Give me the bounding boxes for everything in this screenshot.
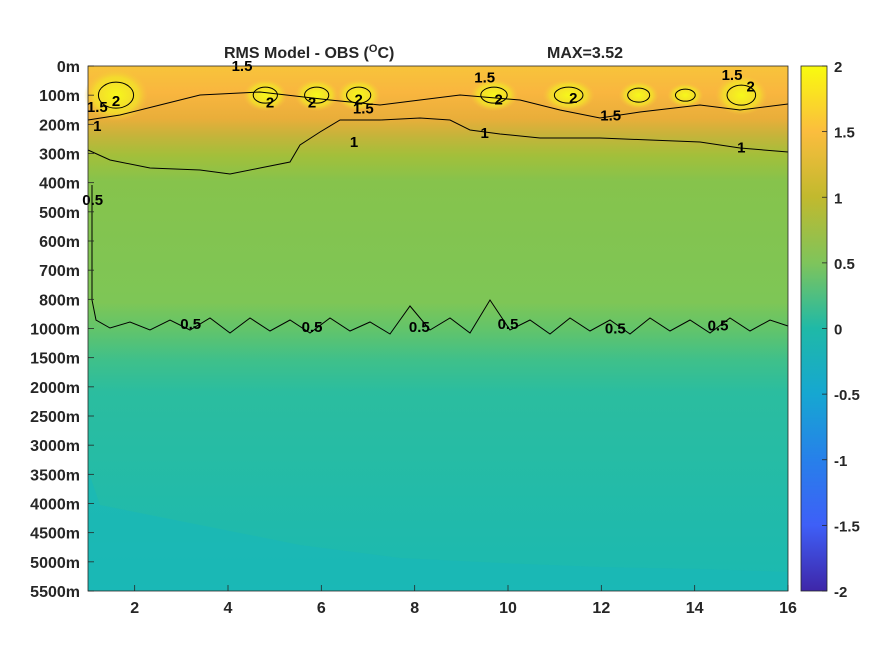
contour-ring: [674, 88, 696, 102]
x-tick-label: 4: [224, 600, 233, 617]
y-tick-label: 1000m: [30, 322, 80, 339]
title-end: C): [377, 45, 394, 62]
hotspot: [618, 81, 659, 110]
colorbar-tick-label: -1.5: [834, 518, 860, 535]
hotspot: [336, 79, 381, 112]
y-tick-label: 0m: [57, 59, 80, 76]
y-tick-label: 400m: [39, 176, 80, 193]
x-tick-label: 12: [592, 600, 610, 617]
colorbar-tick-label: 1: [834, 190, 842, 207]
x-tick-label: 8: [410, 600, 419, 617]
contour-label: 0.5: [82, 192, 103, 209]
y-tick-label: 200m: [39, 117, 80, 134]
y-tick-label: 2500m: [30, 409, 80, 426]
y-tick-label: 4000m: [30, 497, 80, 514]
colorbar-tick-label: -2: [834, 584, 847, 601]
contour-ring: [97, 81, 135, 109]
hotspot: [84, 69, 148, 122]
contour-ring: [346, 86, 372, 104]
hotspot: [715, 75, 768, 116]
contour-label: 1: [737, 140, 745, 157]
y-tick-label: 5500m: [30, 584, 80, 601]
hotspot: [294, 79, 339, 112]
hotspot: [243, 79, 288, 112]
x-tick-label: 16: [779, 600, 797, 617]
y-tick-label: 4500m: [30, 526, 80, 543]
y-tick-label: 5000m: [30, 555, 80, 572]
contour-ring: [480, 86, 508, 104]
contour-ring: [553, 86, 584, 104]
contour-label: 2: [746, 78, 754, 95]
contour-label: 0.5: [605, 321, 626, 338]
contour-label: 0.5: [180, 316, 201, 333]
contour-label: 2: [494, 92, 502, 109]
contour-label: 0.5: [409, 319, 430, 336]
contour-label: 0.5: [302, 319, 323, 336]
deep-region: [88, 470, 788, 591]
y-tick-label: 800m: [39, 292, 80, 309]
y-tick-label: 2000m: [30, 380, 80, 397]
contour-label: 0.5: [498, 316, 519, 333]
y-tick-label: 1500m: [30, 351, 80, 368]
y-tick-label: 100m: [39, 88, 80, 105]
hotspot: [667, 83, 704, 108]
x-tick-label: 14: [686, 600, 704, 617]
y-tick-label: 500m: [39, 205, 80, 222]
colorbar-tick-label: 0: [834, 322, 842, 339]
contour-label: 2: [308, 94, 316, 111]
contour-label: 1.5: [87, 99, 108, 116]
colorbar-ticks: 2 1.5 1 0.5 0 -0.5 -1 -1.5 -2: [822, 59, 860, 601]
y-axis: 0m 100m 200m 300m 400m 500m 600m 700m 800m 1000m 1…: [30, 59, 94, 601]
colorbar-tick-label: -1: [834, 453, 847, 470]
x-tick-label: 6: [317, 600, 326, 617]
hotspot: [542, 79, 595, 112]
contour-label: 1.5: [722, 67, 743, 84]
contour-label: 2: [266, 94, 274, 111]
contour-ring: [627, 87, 651, 103]
contour-label: 2: [569, 90, 577, 107]
contour-label: 2: [354, 92, 362, 109]
x-axis: 2 4 6 8 10 12 14 16: [130, 585, 797, 617]
contour-label: 1: [480, 125, 488, 142]
title-superscript: O: [369, 43, 378, 55]
colorbar-tick-label: 0.5: [834, 256, 855, 273]
y-tick-label: 300m: [39, 147, 80, 164]
y-tick-label: 600m: [39, 234, 80, 251]
max-label: MAX=3.52: [547, 45, 623, 62]
y-tick-label: 700m: [39, 263, 80, 280]
contour-label: 2: [112, 93, 120, 110]
contour-label: 1.5: [474, 70, 495, 87]
contour-label: 1.5: [232, 58, 253, 75]
chart-title: RMS Model - OBS (OC): [224, 43, 394, 62]
contour-label: 1: [93, 118, 101, 135]
x-tick-label: 2: [130, 600, 139, 617]
colorbar-tick-label: -0.5: [834, 387, 860, 404]
contour-ring: [726, 84, 757, 106]
colorbar-tick-label: 1.5: [834, 125, 855, 142]
y-tick-label: 3000m: [30, 438, 80, 455]
contour-ring: [252, 86, 278, 104]
contour-label: 1.5: [600, 108, 621, 125]
colorbar-tick-label: 2: [834, 59, 842, 76]
heatmap-field: [88, 66, 788, 591]
y-tick-label: 3500m: [30, 467, 80, 484]
contour-1p5: [87, 91, 789, 121]
contour-label: 1.5: [353, 100, 374, 117]
contour-lines: [87, 91, 789, 335]
contour-1: [87, 117, 789, 175]
x-tick-label: 10: [499, 600, 517, 617]
contour-0p5: [91, 185, 789, 335]
hotspot-layer: [84, 69, 768, 122]
contour-label: 1: [350, 134, 358, 151]
contour-rings: [97, 81, 757, 109]
hotspot: [470, 79, 518, 112]
contour-ring: [304, 86, 330, 104]
contour-label: 0.5: [708, 318, 729, 335]
